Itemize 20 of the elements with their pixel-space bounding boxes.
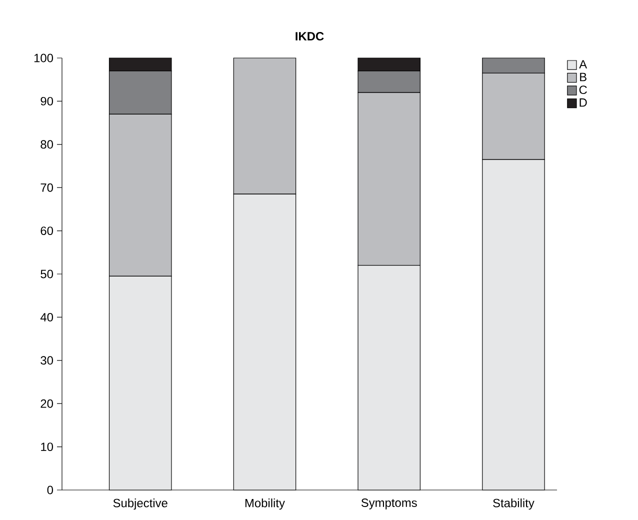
y-tick-label: 10 [41,442,54,452]
x-tick-label: Mobility [245,498,285,510]
y-tick-label: 60 [40,226,54,236]
y-tick-label: 0 [47,486,54,494]
x-tick-label: Stability [493,498,534,510]
legend-label: C [579,86,587,94]
y-tick-label: 20 [40,399,54,408]
y-tick-label: 90 [40,96,54,106]
legend-label: A [579,60,588,68]
legend-label: B [580,72,586,82]
y-tick-label: 50 [40,270,54,278]
x-tick-label: Subjective [113,498,168,510]
x-tick-label: Symptoms [361,498,417,510]
legend-label: D [580,98,587,107]
chart-title: IKDC [296,32,324,40]
y-tick-label: 70 [40,183,54,192]
y-tick-label: 30 [40,356,54,365]
y-tick-label: 40 [40,312,54,322]
y-tick-label: 80 [40,140,54,149]
y-tick-label: 100 [34,54,54,62]
